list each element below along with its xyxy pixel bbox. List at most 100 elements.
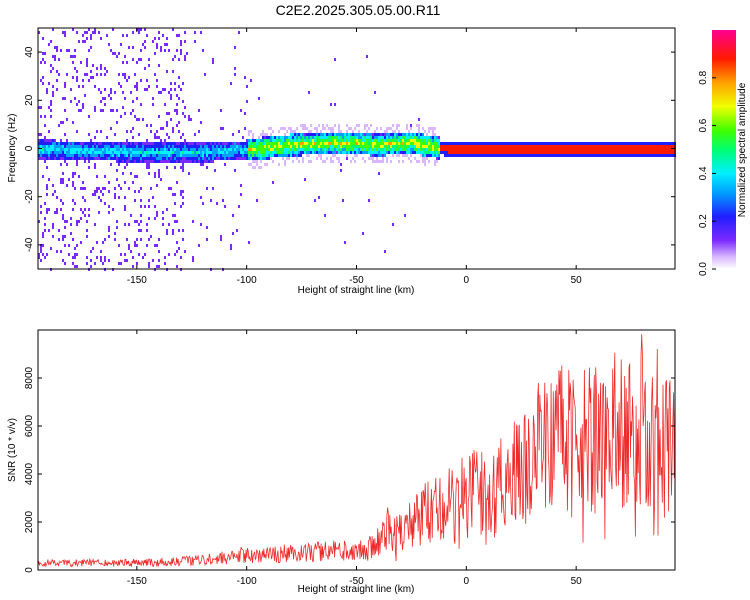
heatmap-cell <box>634 145 636 148</box>
heatmap-cell <box>100 199 102 202</box>
heatmap-cell <box>162 241 164 244</box>
heatmap-cell <box>372 133 374 136</box>
heatmap-cell <box>306 127 308 130</box>
heatmap-cell <box>102 253 104 256</box>
heatmap-cell <box>152 205 154 208</box>
heatmap-cell <box>622 154 624 157</box>
heatmap-cell <box>346 151 348 154</box>
heatmap-cell <box>44 115 46 118</box>
heatmap-cell <box>90 145 92 148</box>
heatmap-cell <box>86 34 88 37</box>
colorbar-tick-label: 0.6 <box>698 118 709 132</box>
heatmap-cell <box>466 148 468 151</box>
heatmap-cell <box>154 244 156 247</box>
heatmap-cell <box>84 175 86 178</box>
heatmap-cell <box>72 163 74 166</box>
heatmap-cell <box>654 148 656 151</box>
heatmap-cell <box>116 169 118 172</box>
heatmap-cell <box>560 151 562 154</box>
heatmap-cell <box>204 157 206 160</box>
heatmap-cell <box>152 196 154 199</box>
heatmap-cell <box>114 43 116 46</box>
heatmap-cell <box>630 154 632 157</box>
heatmap-cell <box>242 70 244 73</box>
heatmap-cell <box>106 70 108 73</box>
heatmap-cell <box>80 238 82 241</box>
heatmap-cell <box>280 142 282 145</box>
heatmap-cell <box>374 154 376 157</box>
heatmap-cell <box>192 256 194 259</box>
heatmap-cell <box>154 139 156 142</box>
heatmap-cell <box>124 106 126 109</box>
heatmap-cell <box>148 67 150 70</box>
heatmap-cell <box>116 220 118 223</box>
heatmap-cell <box>86 64 88 67</box>
heatmap-cell <box>216 154 218 157</box>
heatmap-cell <box>154 133 156 136</box>
heatmap-cell <box>528 151 530 154</box>
heatmap-cell <box>84 58 86 61</box>
heatmap-cell <box>242 151 244 154</box>
heatmap-cell <box>106 127 108 130</box>
heatmap-cell <box>668 142 670 145</box>
heatmap-cell <box>516 142 518 145</box>
heatmap-cell <box>48 265 50 268</box>
heatmap-cell <box>60 265 62 268</box>
heatmap-cell <box>350 142 352 145</box>
heatmap-cell <box>96 100 98 103</box>
heatmap-cell <box>424 160 426 163</box>
heatmap-cell <box>112 157 114 160</box>
heatmap-cell <box>402 136 404 139</box>
heatmap-cell <box>340 139 342 142</box>
heatmap-cell <box>82 40 84 43</box>
heatmap-cell <box>82 34 84 37</box>
heatmap-cell <box>392 133 394 136</box>
heatmap-cell <box>248 97 250 100</box>
heatmap-cell <box>116 157 118 160</box>
heatmap-cell <box>90 160 92 163</box>
heatmap-cell <box>140 94 142 97</box>
heatmap-cell <box>424 151 426 154</box>
heatmap-cell <box>176 79 178 82</box>
heatmap-cell <box>84 253 86 256</box>
heatmap-cell <box>168 52 170 55</box>
heatmap-cell <box>236 229 238 232</box>
heatmap-cell <box>212 157 214 160</box>
heatmap-cell <box>74 85 76 88</box>
heatmap-cell <box>346 148 348 151</box>
heatmap-cell <box>168 226 170 229</box>
heatmap-cell <box>526 154 528 157</box>
heatmap-cell <box>254 142 256 145</box>
heatmap-cell <box>320 142 322 145</box>
heatmap-cell <box>176 220 178 223</box>
heatmap-cell <box>346 145 348 148</box>
heatmap-cell <box>52 154 54 157</box>
heatmap-cell <box>626 148 628 151</box>
heatmap-cell <box>262 154 264 157</box>
heatmap-cell <box>172 166 174 169</box>
heatmap-cell <box>468 148 470 151</box>
heatmap-cell <box>126 151 128 154</box>
heatmap-cell <box>72 127 74 130</box>
heatmap-cell <box>64 226 66 229</box>
heatmap-cell <box>158 238 160 241</box>
heatmap-cell <box>192 148 194 151</box>
heatmap-cell <box>392 256 394 259</box>
heatmap-cell <box>82 265 84 268</box>
heatmap-cell <box>304 148 306 151</box>
heatmap-cell <box>78 172 80 175</box>
heatmap-cell <box>384 154 386 157</box>
heatmap-cell <box>60 160 62 163</box>
heatmap-cell <box>56 208 58 211</box>
heatmap-cell <box>80 208 82 211</box>
heatmap-cell <box>172 145 174 148</box>
heatmap-cell <box>428 139 430 142</box>
heatmap-cell <box>160 91 162 94</box>
heatmap-cell <box>106 157 108 160</box>
heatmap-cell <box>116 49 118 52</box>
heatmap-cell <box>124 121 126 124</box>
heatmap-cell <box>230 193 232 196</box>
heatmap-cell <box>48 262 50 265</box>
heatmap-cell <box>170 199 172 202</box>
heatmap-cell <box>182 55 184 58</box>
